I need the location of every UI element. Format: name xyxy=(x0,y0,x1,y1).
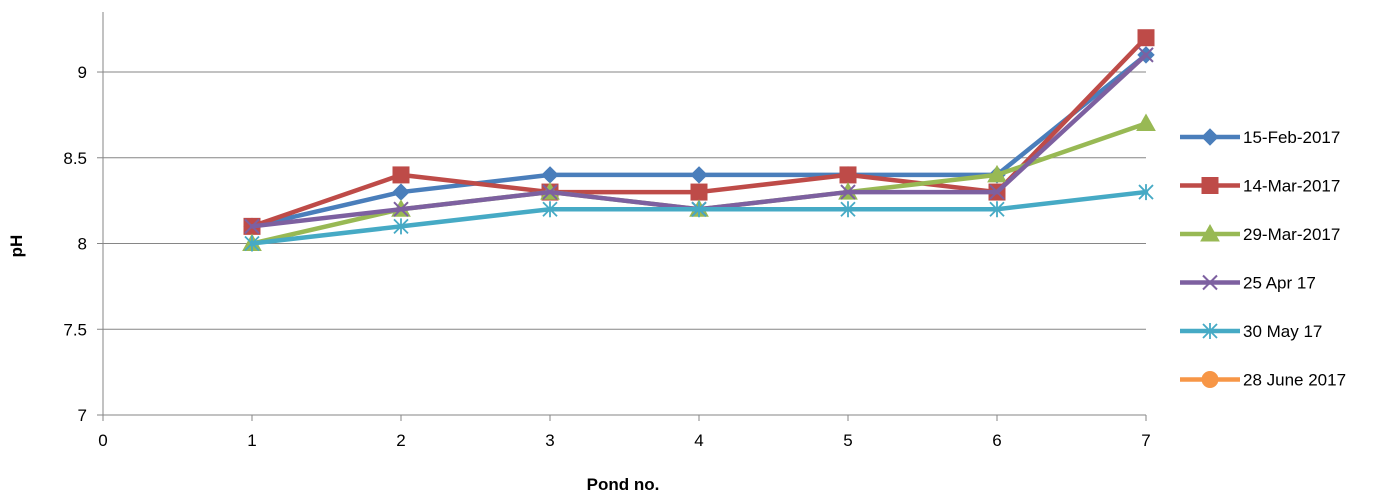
data-point xyxy=(244,218,260,235)
y-tick-label: 8.5 xyxy=(63,149,87,168)
data-point xyxy=(541,166,559,184)
data-point xyxy=(393,218,409,235)
legend-item: 14-Mar-2017 xyxy=(1180,177,1340,196)
legend-marker xyxy=(1201,128,1219,146)
data-point xyxy=(989,184,1005,200)
legend-marker xyxy=(1200,223,1220,242)
x-tick-label: 2 xyxy=(396,431,405,450)
data-point xyxy=(987,164,1007,183)
legend-label: 14-Mar-2017 xyxy=(1243,177,1340,196)
y-tick-label: 7.5 xyxy=(63,320,87,339)
legend-item: 28 June 2017 xyxy=(1180,371,1346,390)
data-point xyxy=(839,166,857,184)
tick-labels: 7 7.5 8 8.5 9 0 1 2 3 4 5 6 7 xyxy=(63,63,1150,450)
legend-marker xyxy=(1202,323,1218,339)
x-tick-label: 0 xyxy=(98,431,107,450)
data-point xyxy=(392,183,410,201)
legend-item: 15-Feb-2017 xyxy=(1180,128,1340,147)
data-point xyxy=(1137,29,1155,47)
y-tick-label: 8 xyxy=(78,235,87,254)
data-point xyxy=(840,201,856,218)
legend-item: 29-Mar-2017 xyxy=(1180,223,1340,244)
data-point xyxy=(690,183,708,201)
x-axis-label: Pond no. xyxy=(587,475,660,494)
y-tick-label: 9 xyxy=(78,63,87,82)
legend-item: 30 May 17 xyxy=(1180,322,1322,341)
data-point xyxy=(840,184,856,200)
legend-item: 25 Apr 17 xyxy=(1180,274,1316,293)
legend-label: 25 Apr 17 xyxy=(1243,274,1316,293)
data-point xyxy=(1138,184,1154,201)
legend: 15-Feb-2017 14-Mar-2017 29-Mar-2017 25 Apr … xyxy=(1180,128,1346,390)
data-point xyxy=(690,166,708,184)
legend-label: 15-Feb-2017 xyxy=(1243,128,1340,147)
series-5 xyxy=(244,184,1154,252)
data-point xyxy=(542,201,558,218)
data-point xyxy=(1138,47,1154,63)
x-tick-label: 7 xyxy=(1141,431,1150,450)
legend-label: 29-Mar-2017 xyxy=(1243,225,1340,244)
legend-label: 30 May 17 xyxy=(1243,322,1322,341)
gridlines xyxy=(103,71,1146,330)
y-axis-label: pH xyxy=(7,235,26,258)
legend-marker xyxy=(1202,274,1218,291)
legend-marker xyxy=(1201,371,1219,388)
x-tick-label: 5 xyxy=(843,431,852,450)
legend-label: 28 June 2017 xyxy=(1243,371,1346,390)
data-point xyxy=(542,184,558,200)
x-tick-label: 1 xyxy=(247,431,256,450)
data-point xyxy=(989,201,1005,218)
x-tick-label: 4 xyxy=(694,431,703,450)
data-point xyxy=(691,201,707,218)
axes xyxy=(97,12,1147,421)
data-point xyxy=(244,235,260,252)
data-point xyxy=(393,201,409,217)
data-point xyxy=(1136,113,1156,131)
x-tick-label: 3 xyxy=(545,431,554,450)
legend-marker xyxy=(1201,177,1219,194)
x-tick-label: 6 xyxy=(992,431,1001,450)
series-layer xyxy=(242,29,1156,252)
y-tick-label: 7 xyxy=(78,406,87,425)
data-point xyxy=(392,166,410,184)
